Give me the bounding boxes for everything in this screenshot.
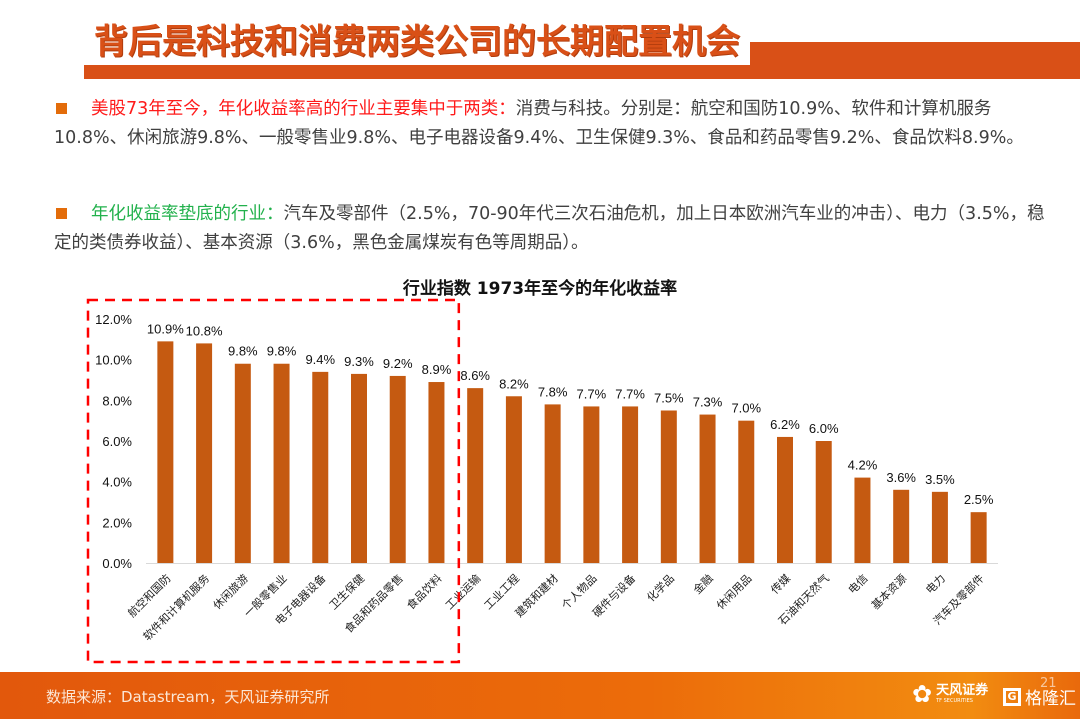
y-tick-label: 10.0%	[95, 353, 132, 368]
y-tick-label: 12.0%	[95, 312, 132, 327]
bar	[854, 477, 871, 563]
bar	[738, 420, 755, 563]
bar	[777, 436, 793, 563]
square-bullet-icon	[56, 207, 67, 219]
bar	[583, 406, 600, 563]
x-tick-label: 电力	[923, 572, 948, 597]
bar	[196, 343, 213, 563]
x-tick-label: 金融	[690, 571, 715, 596]
x-tick-label: 软件和计算机服务	[140, 571, 212, 643]
y-tick-label: 4.0%	[102, 475, 132, 490]
data-label: 7.5%	[654, 391, 684, 406]
data-label: 4.2%	[848, 458, 878, 473]
bullet-1-text: 消费与科技。分别是：航空和国防10.9%、软件和计算机服务10.8%、休闲旅游9…	[54, 99, 1024, 148]
chart-title: 行业指数 1973年至今的年化收益率	[402, 279, 678, 299]
data-label: 9.3%	[344, 354, 374, 369]
data-label: 7.0%	[731, 401, 761, 416]
data-label: 7.7%	[615, 386, 645, 401]
bar	[970, 512, 987, 563]
bar	[699, 414, 716, 563]
bullet-2: 年化收益率垫底的行业：汽车及零部件（2.5%，70-90年代三次石油危机，加上日…	[54, 200, 1054, 258]
title-box: 背后是科技和消费两类公司的长期配置机会	[84, 16, 750, 65]
bar	[312, 371, 329, 563]
data-label: 8.9%	[422, 362, 452, 377]
data-label: 9.8%	[228, 344, 258, 359]
bar	[389, 375, 406, 563]
data-label: 9.4%	[305, 352, 335, 367]
bar	[157, 341, 174, 563]
data-label: 6.0%	[809, 421, 839, 436]
page-number: 21	[1040, 676, 1057, 691]
data-label: 7.7%	[577, 386, 607, 401]
tf-securities-logo: ✿ 天风证券 TF SECURITIES	[912, 682, 988, 706]
y-tick-label: 6.0%	[102, 434, 132, 449]
data-label: 10.8%	[186, 323, 223, 338]
bullet-2-text: 汽车及零部件（2.5%，70-90年代三次石油危机，加上日本欧洲汽车业的冲击）、…	[54, 204, 1045, 253]
bar	[428, 382, 445, 563]
y-tick-label: 2.0%	[102, 515, 132, 530]
data-label: 9.2%	[383, 356, 413, 371]
data-label: 8.2%	[499, 376, 529, 391]
data-label: 8.6%	[460, 368, 490, 383]
square-bullet-icon	[56, 102, 67, 114]
bullet-1: 美股73年至今，年化收益率高的行业主要集中于两类：消费与科技。分别是：航空和国防…	[54, 95, 1054, 153]
x-tick-label: 休闲旅游	[210, 571, 251, 612]
highlight-dashed-box	[86, 298, 461, 664]
x-tick-label: 卫生保健	[326, 571, 367, 612]
data-label: 10.9%	[147, 321, 184, 336]
brand-sub: TF SECURITIES	[936, 698, 973, 704]
data-label: 6.2%	[770, 417, 800, 432]
x-tick-label: 食品饮料	[404, 571, 445, 612]
bar	[234, 363, 251, 563]
bar	[273, 363, 290, 563]
data-label: 3.6%	[886, 470, 916, 485]
brand-name: 天风证券	[936, 683, 989, 698]
data-labels: 10.9% 10.8% 9.8% 9.8% 9.4% 9.3% 9.2% 8.9% 8.6% 8.…	[147, 321, 994, 507]
data-label: 2.5%	[964, 492, 994, 507]
bar	[931, 491, 948, 563]
watermark-brand: 格隆汇	[1025, 689, 1076, 709]
data-label: 7.8%	[538, 384, 568, 399]
x-tick-label: 工业运输	[442, 571, 483, 612]
x-tick-label: 基本资源	[868, 571, 909, 612]
x-tick-label: 个人物品	[558, 571, 599, 612]
flower-logo-icon: ✿	[912, 680, 933, 708]
y-tick-label: 0.0%	[102, 556, 132, 571]
footer-bar: 数据来源：Datastream，天风证券研究所 ✿ 天风证券 TF SECURI…	[0, 672, 1080, 719]
slide-title: 背后是科技和消费两类公司的长期配置机会	[94, 22, 740, 62]
y-tick-label: 8.0%	[102, 393, 132, 408]
g-logo-icon: G	[1003, 687, 1021, 706]
data-label: 3.5%	[925, 472, 955, 487]
y-axis: 0.0% 2.0% 4.0% 6.0% 8.0% 10.0% 12.0%	[95, 312, 132, 571]
bar	[544, 404, 561, 563]
data-label: 9.8%	[267, 344, 297, 359]
x-tick-label: 休闲用品	[713, 571, 754, 612]
bullet-1-highlight: 美股73年至今，年化收益率高的行业主要集中于两类：	[91, 99, 516, 119]
bar	[467, 388, 484, 563]
x-tick-label: 电信	[846, 572, 871, 597]
bar	[505, 396, 522, 563]
bar-chart: 0.0% 2.0% 4.0% 6.0% 8.0% 10.0% 12.0% 10.9% 10.8…	[86, 298, 998, 664]
x-tick-label: 化学品	[644, 571, 677, 604]
data-source: 数据来源：Datastream，天风证券研究所	[46, 688, 330, 706]
bar	[351, 373, 367, 563]
x-tick-label: 传媒	[768, 572, 793, 597]
gelonghui-logo: G 格隆汇	[1003, 684, 1076, 709]
bar	[815, 441, 832, 563]
bullet-2-highlight: 年化收益率垫底的行业：	[91, 204, 284, 224]
x-axis-labels: 航空和国防软件和计算机服务休闲旅游一般零售业电子电器设备卫生保健食品和药品零售食…	[125, 571, 987, 643]
data-label: 7.3%	[693, 395, 723, 410]
bar	[660, 410, 677, 563]
bar	[893, 489, 910, 563]
bar	[622, 406, 639, 563]
bars	[157, 341, 987, 563]
